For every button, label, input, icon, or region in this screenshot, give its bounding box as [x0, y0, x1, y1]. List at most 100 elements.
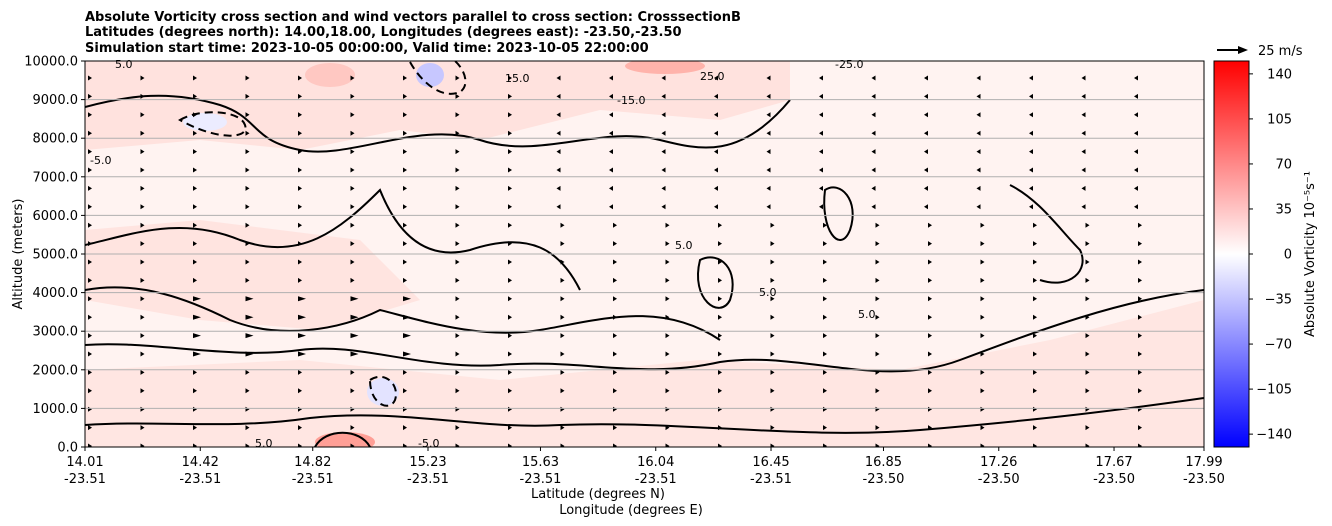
wind-vector	[140, 351, 145, 357]
wind-vector	[875, 351, 880, 357]
wind-vector	[88, 241, 92, 247]
contour-labels: 5.0 -5.0 15.0 -15.0 25.0 5.0 5.0 5.0 5.0…	[90, 58, 876, 450]
wind-vector	[140, 204, 145, 210]
wind-vector	[508, 259, 512, 265]
colorbar-tick-label: −70	[1265, 338, 1292, 353]
wind-vector	[1085, 241, 1090, 247]
wind-vector	[871, 93, 876, 99]
wind-vector	[1134, 75, 1138, 81]
wind-vector	[823, 425, 827, 431]
x-tick-label-longitude: -23.51	[407, 472, 449, 487]
wind-vector	[613, 277, 617, 283]
wind-vector	[924, 185, 928, 191]
contour-line-lower	[85, 289, 1204, 373]
wind-vector	[770, 277, 775, 283]
wind-vector	[928, 241, 932, 247]
wind-vector	[1134, 112, 1138, 118]
wind-vector	[928, 296, 932, 302]
wind-vector	[193, 425, 197, 431]
contour-label: 5.0	[675, 239, 693, 252]
wind-vector	[350, 333, 359, 339]
wind-vector	[1033, 222, 1037, 228]
x-tick-label-latitude: 16.45	[752, 455, 789, 470]
wind-vector	[140, 149, 145, 155]
wind-vector	[718, 241, 722, 247]
wind-vector	[350, 112, 355, 118]
wind-vector	[823, 277, 827, 283]
wind-vector	[350, 222, 355, 228]
wind-vector	[819, 93, 823, 99]
contour-label: 5.0	[858, 308, 876, 321]
wind-vector	[350, 167, 355, 173]
wind-vector	[193, 369, 197, 375]
wind-vector	[245, 425, 250, 431]
wind-vector	[245, 369, 250, 375]
wind-vector	[350, 277, 355, 283]
wind-vector	[980, 277, 985, 283]
vorticity-patch-upper	[85, 61, 790, 150]
wind-vector	[770, 388, 775, 394]
wind-vector	[193, 351, 201, 357]
wind-vector	[924, 130, 928, 136]
y-tick-label: 1000.0	[33, 402, 79, 417]
wind-vector	[1081, 93, 1086, 99]
wind-vector	[403, 259, 407, 265]
wind-vector	[1033, 388, 1037, 394]
wind-vector	[1029, 185, 1033, 191]
wind-vector	[88, 75, 92, 81]
wind-vector	[88, 167, 92, 173]
contour-line-right-loop	[823, 186, 854, 241]
x-tick-label-latitude: 15.23	[409, 455, 446, 470]
wind-vector	[928, 314, 932, 320]
wind-vector	[140, 333, 145, 339]
wind-vector	[245, 112, 250, 118]
wind-vector	[609, 149, 613, 155]
wind-vector	[455, 388, 460, 394]
wind-vector	[976, 204, 981, 210]
wind-vector	[350, 425, 355, 431]
wind-vector	[928, 259, 932, 265]
wind-vector	[350, 204, 355, 210]
wind-vector	[819, 167, 823, 173]
wind-vector	[823, 241, 827, 247]
wind-vector	[88, 425, 92, 431]
wind-vector	[455, 351, 460, 357]
wind-vector	[298, 369, 302, 375]
wind-vector	[875, 388, 880, 394]
wind-vector	[403, 185, 407, 191]
wind-vector	[875, 314, 880, 320]
wind-vector	[718, 351, 722, 357]
wind-vector	[140, 167, 145, 173]
x-axis: 14.01 -23.51 14.42 -23.51 14.82 -23.51 15.23 -2…	[64, 447, 1225, 487]
wind-vector	[508, 296, 512, 302]
wind-vector	[770, 351, 775, 357]
wind-vector	[1081, 75, 1086, 81]
x-tick-label-latitude: 17.67	[1095, 455, 1132, 470]
wind-vector	[1029, 149, 1033, 155]
wind-vector	[88, 388, 92, 394]
wind-vector	[88, 443, 92, 447]
wind-vector	[875, 333, 880, 339]
y-grid	[85, 99, 1204, 409]
wind-vector	[403, 222, 407, 228]
wind-vector	[819, 204, 823, 210]
contour-label: -25.0	[835, 58, 863, 71]
wind-vector	[455, 241, 460, 247]
wind-vector	[455, 112, 460, 118]
contour-line-upper	[85, 94, 791, 153]
wind-vector	[508, 388, 512, 394]
wind-vector	[403, 351, 411, 357]
wind-vector	[193, 130, 197, 136]
wind-vector	[193, 388, 197, 394]
wind-vector	[350, 369, 355, 375]
wind-vector	[403, 369, 407, 375]
wind-vector	[560, 388, 565, 394]
wind-vector	[508, 443, 512, 447]
wind-vector	[508, 149, 512, 155]
wind-vector	[871, 130, 876, 136]
wind-vector	[875, 369, 880, 375]
wind-vector	[556, 149, 561, 155]
wind-vector	[1029, 93, 1033, 99]
wind-vector	[403, 425, 407, 431]
wind-vector	[560, 296, 565, 302]
